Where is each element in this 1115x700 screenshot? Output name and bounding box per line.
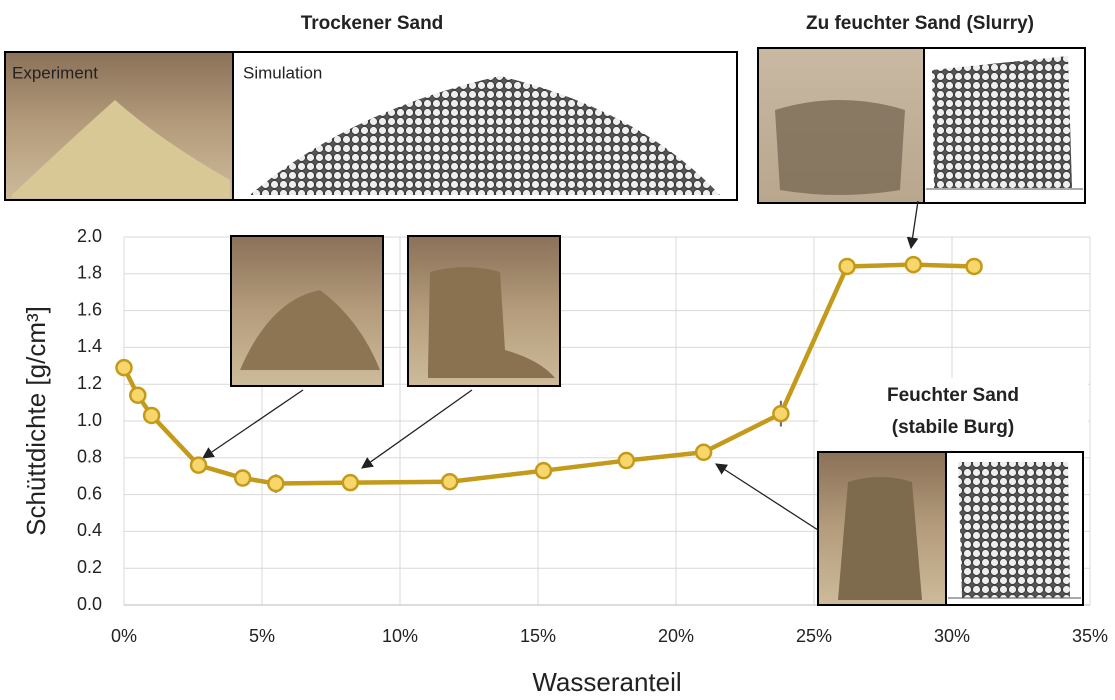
data-point	[904, 255, 923, 274]
wet-sand-images	[817, 451, 1084, 606]
middle-images	[230, 235, 561, 387]
data-point	[267, 474, 285, 493]
x-tick-label: 30%	[934, 626, 970, 646]
caption: Simulation	[243, 63, 322, 82]
data-point	[440, 472, 459, 491]
data-point	[534, 461, 553, 480]
data-point	[838, 257, 856, 276]
label-backdrop	[818, 378, 1088, 450]
x-tick-label: 10%	[382, 626, 418, 646]
x-tick-label: 15%	[520, 626, 556, 646]
data-point	[694, 443, 713, 462]
y-tick-label: 1.2	[77, 373, 102, 393]
y-tick-label: 0.4	[77, 520, 102, 540]
y-tick-label: 1.8	[77, 263, 102, 283]
data-point	[233, 469, 252, 487]
x-tick-label: 25%	[796, 626, 832, 646]
x-tick-label: 0%	[111, 626, 137, 646]
data-point	[142, 406, 161, 425]
caption: Experiment	[12, 63, 98, 82]
annotation: Feuchter Sand	[887, 385, 1019, 406]
data-point	[772, 404, 790, 423]
data-point	[115, 358, 133, 377]
y-tick-label: 0.2	[77, 557, 102, 577]
annotation: Trockener Sand	[301, 13, 444, 34]
dry-sand-images	[4, 51, 738, 201]
annotation: Zu feuchter Sand (Slurry)	[806, 13, 1034, 34]
slurry-images	[757, 47, 1086, 204]
data-point	[341, 473, 360, 492]
data-point	[189, 456, 208, 474]
x-tick-label: 35%	[1072, 626, 1108, 646]
x-tick-label: 5%	[249, 626, 275, 646]
y-tick-label: 2.0	[77, 226, 102, 246]
y-tick-label: 0.8	[77, 447, 102, 467]
y-tick-label: 0.6	[77, 483, 102, 503]
arrows	[202, 200, 919, 531]
data-point	[129, 386, 147, 404]
y-tick-label: 0.0	[77, 594, 102, 614]
data-point	[965, 257, 983, 276]
y-tick-label: 1.4	[77, 336, 102, 356]
data-point	[617, 451, 636, 470]
y-tick-label: 1.0	[77, 410, 102, 430]
y-tick-label: 1.6	[77, 299, 102, 319]
y-axis-title: Schüttdichte [g/cm³]	[21, 306, 51, 536]
x-axis-title: Wasseranteil	[532, 667, 681, 697]
x-tick-label: 20%	[658, 626, 694, 646]
annotation: (stabile Burg)	[892, 417, 1014, 438]
